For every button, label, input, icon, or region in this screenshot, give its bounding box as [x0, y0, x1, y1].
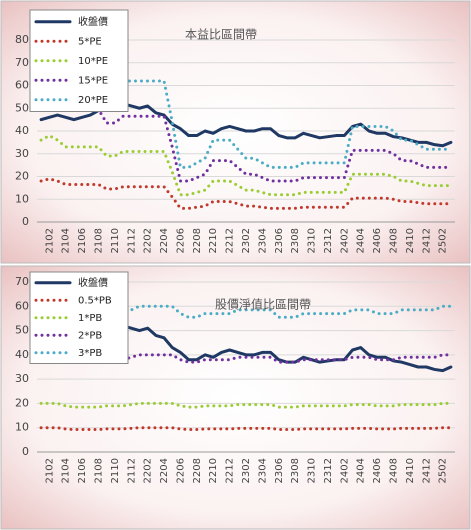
x-tick-label: 2110 — [110, 458, 121, 483]
chart: 0 10 20 30 40 50 60 70 2102 2104 2106 2108 2110 2112 2… — [15, 271, 455, 483]
x-tick-label: 2202 — [143, 458, 154, 483]
x-tick-label: 2310 — [307, 458, 318, 483]
x-tick-label: 2208 — [192, 458, 203, 483]
x-tick-label: 2204 — [159, 458, 170, 483]
x-tick-label: 2304 — [257, 458, 268, 483]
x-tick-label: 2302 — [241, 228, 252, 253]
legend-label: 20*PE — [78, 95, 108, 106]
y-tick-label: 50 — [15, 101, 29, 114]
series-line — [39, 401, 453, 409]
legend-label: 收盤價 — [78, 15, 108, 28]
x-tick-label: 2106 — [77, 458, 88, 483]
legend-label: 10*PE — [78, 56, 108, 67]
x-tick-label: 2408 — [389, 458, 400, 483]
y-tick-label: 60 — [15, 79, 29, 92]
x-tick-label: 2412 — [421, 228, 432, 253]
x-tick-label: 2402 — [339, 458, 350, 483]
x-tick-label: 2102 — [44, 228, 55, 253]
x-tick-label: 2108 — [93, 228, 104, 253]
x-tick-label: 2206 — [175, 228, 186, 253]
legend-label: 2*PB — [78, 330, 102, 341]
x-tick-label: 2112 — [126, 228, 137, 253]
x-tick-label: 2104 — [61, 458, 72, 483]
x-tick-label: 2302 — [241, 458, 252, 483]
x-tick-label: 2410 — [405, 228, 416, 253]
legend-label: 1*PB — [78, 313, 102, 324]
y-tick-label: 70 — [15, 275, 29, 288]
y-tick-label: 30 — [15, 147, 29, 160]
legend-label: 收盤價 — [78, 276, 108, 289]
x-tick-label: 2402 — [339, 228, 350, 253]
x-tick-label: 2104 — [61, 228, 72, 253]
x-tick-label: 2406 — [372, 458, 383, 483]
x-tick-label: 2306 — [274, 228, 285, 253]
x-tick-label: 2304 — [257, 228, 268, 253]
x-tick-label: 2212 — [225, 458, 236, 483]
x-tick-label: 2212 — [225, 228, 236, 253]
x-tick-label: 2404 — [356, 228, 367, 253]
legend-label: 5*PE — [78, 36, 102, 47]
series-line — [39, 177, 453, 210]
chart: 0 10 20 30 40 50 60 70 80 2102 2104 2106 2108 2110 211… — [15, 9, 455, 253]
x-tick-label: 2410 — [405, 458, 416, 483]
y-tick-label: 80 — [15, 33, 29, 46]
x-tick-label: 2308 — [290, 228, 301, 253]
y-tick-label: 30 — [15, 372, 29, 385]
x-tick-label: 2204 — [159, 228, 170, 253]
x-tick-label: 2202 — [143, 228, 154, 253]
x-tick-label: 2110 — [110, 228, 121, 253]
y-tick-label: 0 — [22, 445, 29, 458]
y-tick-label: 10 — [15, 421, 29, 434]
annotation: 本益比區間帶 — [185, 28, 257, 42]
y-tick-label: 40 — [15, 348, 29, 361]
series-line — [39, 353, 453, 364]
legend-box — [29, 271, 129, 364]
series-line — [39, 90, 453, 183]
y-tick-label: 20 — [15, 396, 29, 409]
x-tick-label: 2108 — [93, 458, 104, 483]
x-tick-label: 2312 — [323, 458, 334, 483]
legend-label: 0.5*PB — [78, 295, 112, 306]
x-tick-label: 2208 — [192, 228, 203, 253]
y-tick-label: 0 — [22, 215, 29, 228]
y-tick-label: 10 — [15, 192, 29, 205]
x-tick-label: 2412 — [421, 458, 432, 483]
x-tick-label: 2308 — [290, 458, 301, 483]
legend-box — [29, 9, 129, 112]
x-tick-label: 2206 — [175, 458, 186, 483]
x-tick-label: 2210 — [208, 458, 219, 483]
x-tick-label: 2310 — [307, 228, 318, 253]
x-tick-label: 2406 — [372, 228, 383, 253]
legend-label: 3*PB — [78, 348, 102, 359]
y-tick-label: 20 — [15, 170, 29, 183]
y-tick-label: 40 — [15, 124, 29, 137]
x-tick-label: 2408 — [389, 228, 400, 253]
x-tick-label: 2502 — [438, 228, 449, 253]
x-tick-label: 2210 — [208, 228, 219, 253]
legend-label: 15*PE — [78, 75, 108, 86]
x-tick-label: 2404 — [356, 458, 367, 483]
series-line — [39, 134, 453, 197]
x-tick-label: 2106 — [77, 228, 88, 253]
series-line — [39, 426, 453, 432]
annotation: 股價淨值比區間帶 — [215, 297, 311, 312]
x-tick-label: 2306 — [274, 458, 285, 483]
y-tick-label: 60 — [15, 299, 29, 312]
y-tick-label: 50 — [15, 324, 29, 337]
x-tick-label: 2312 — [323, 228, 334, 253]
x-tick-label: 2502 — [438, 458, 449, 483]
x-tick-label: 2112 — [126, 458, 137, 483]
y-tick-label: 70 — [15, 56, 29, 69]
x-tick-label: 2102 — [44, 458, 55, 483]
